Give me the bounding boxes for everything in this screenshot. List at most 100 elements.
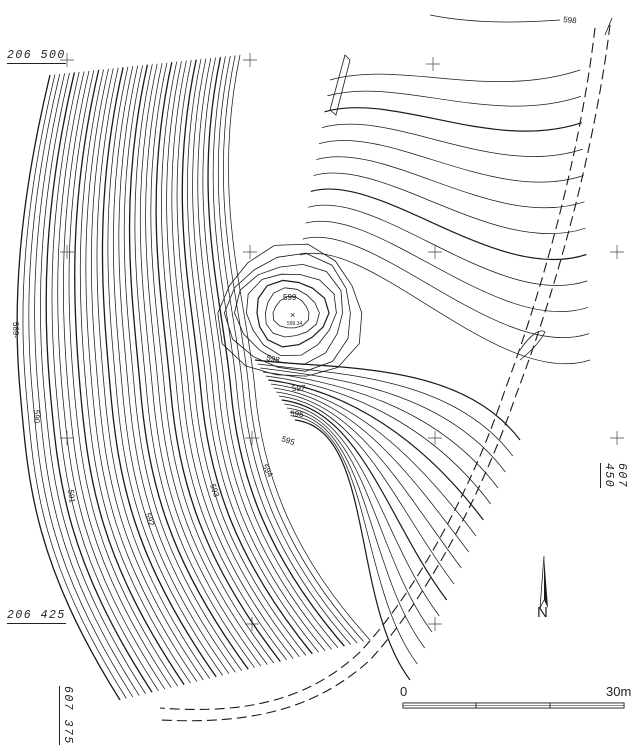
contour-west-5 [40, 72, 146, 695]
grid-cross-9 [245, 431, 259, 445]
scale-bar [402, 702, 625, 709]
contour-ring-4 [245, 273, 337, 357]
contour-west-8 [57, 71, 166, 690]
contour-southeast-15 [292, 415, 418, 665]
contour-southeast-10 [278, 395, 455, 585]
site-boundary [159, 24, 611, 722]
grid-cross-4 [60, 245, 74, 259]
grid-cross-13 [428, 617, 442, 631]
contour-west-27 [161, 61, 287, 661]
contour-west-14 [91, 68, 204, 681]
north-label: N [537, 604, 548, 621]
contour-west-36 [207, 56, 345, 647]
contour-west-13 [85, 68, 198, 682]
contour-east-5 [310, 188, 587, 261]
contour-southeast-4 [262, 371, 499, 489]
contour-west-28 [166, 61, 294, 659]
contour-west-3 [28, 73, 134, 698]
contour-east-3 [305, 220, 589, 313]
grid-cross-7 [610, 245, 624, 259]
contour-west-9 [62, 70, 172, 688]
contour-east-1 [299, 252, 591, 365]
contour-east-8 [318, 140, 584, 183]
contour-west-19 [118, 65, 236, 673]
contour-lines [16, 14, 613, 701]
grid-cross-1 [60, 53, 74, 67]
contour-west-35 [202, 57, 339, 648]
summit-elevation: 599.34 [287, 321, 303, 327]
grid-cross-5 [243, 245, 257, 259]
contour-west-4 [34, 73, 140, 696]
contour-west-2 [22, 74, 127, 699]
contour-west-38 [217, 55, 358, 644]
contour-west-11 [74, 69, 185, 685]
contour-north-edge [429, 14, 561, 23]
contour-west-23 [139, 63, 262, 667]
contour-east-9 [321, 123, 583, 157]
summit-marker: × [290, 310, 295, 320]
contour-label-598: 598 [266, 353, 281, 365]
contour-east-2 [302, 236, 590, 339]
contour-label-599: 599 [283, 293, 297, 302]
contour-west-15 [96, 67, 211, 679]
contour-west-7 [51, 71, 159, 692]
contour-southeast-6 [268, 379, 484, 521]
grid-label-north-top: 206 500 [7, 49, 66, 64]
contour-west-22 [134, 64, 255, 668]
contour-label-589: 589- [11, 322, 21, 339]
contour-ring-6 [223, 252, 351, 372]
contour-ring-5 [234, 263, 343, 366]
contour-west-39 [223, 55, 364, 642]
grid-label-east-right: 607 450 [600, 463, 628, 489]
grid-cross-10 [428, 431, 442, 445]
contour-west-32 [187, 59, 319, 653]
contour-label-592: 592 [143, 512, 156, 528]
grid-cross-12 [245, 617, 259, 631]
grid-cross-2 [243, 53, 257, 67]
grid-cross-11 [610, 431, 624, 445]
contour-east-7 [316, 156, 585, 209]
contour-ridge-sliver [329, 54, 351, 116]
grid-cross-6 [428, 245, 442, 259]
scale-label-end: 30m [606, 684, 632, 699]
contour-ring-1 [272, 296, 310, 329]
contour-label-598-top: 598 [563, 15, 578, 25]
contour-southeast-14 [289, 411, 426, 649]
contour-west-40 [228, 54, 371, 641]
contour-west-6 [45, 72, 153, 693]
contour-west-12 [79, 69, 191, 684]
contour-west-24 [145, 63, 268, 665]
contour-west-29 [171, 60, 300, 658]
contour-label-590: 590 [32, 410, 41, 424]
scale-label-start: 0 [400, 684, 408, 699]
contour-southeast-2 [257, 363, 513, 457]
grid-cross-8 [60, 431, 74, 445]
contour-southeast-16 [294, 419, 411, 681]
contour-southeast-3 [260, 367, 506, 473]
contour-southeast-11 [281, 399, 448, 601]
contour-east-10 [324, 107, 582, 132]
contour-west-31 [181, 59, 313, 655]
contour-west-30 [176, 60, 307, 656]
contour-southeast-12 [284, 403, 440, 617]
contour-west-18 [112, 66, 230, 675]
contour-west-20 [123, 65, 243, 672]
contour-label-594: 594 [260, 463, 275, 480]
contour-west-17 [107, 66, 223, 676]
contour-southeast-5 [265, 375, 491, 505]
grid-label-east-bottom: 607 375 [59, 686, 74, 745]
contour-west-33 [192, 58, 326, 652]
contour-southeast-8 [273, 387, 470, 553]
contour-label-595: 595 [280, 434, 296, 447]
north-arrow-icon [539, 555, 548, 609]
contour-east-knoll [519, 330, 546, 361]
contour-ring-3 [256, 279, 330, 348]
contour-label-597: 597 [292, 384, 306, 393]
contour-east-4 [308, 204, 588, 286]
contour-west-16 [101, 67, 217, 678]
grid-label-north-bottom: 206 425 [7, 609, 66, 624]
contour-west-10 [68, 70, 179, 687]
contour-southeast-1 [254, 359, 521, 441]
contour-west-1 [16, 74, 121, 701]
contour-label-591: 591 [66, 489, 77, 504]
